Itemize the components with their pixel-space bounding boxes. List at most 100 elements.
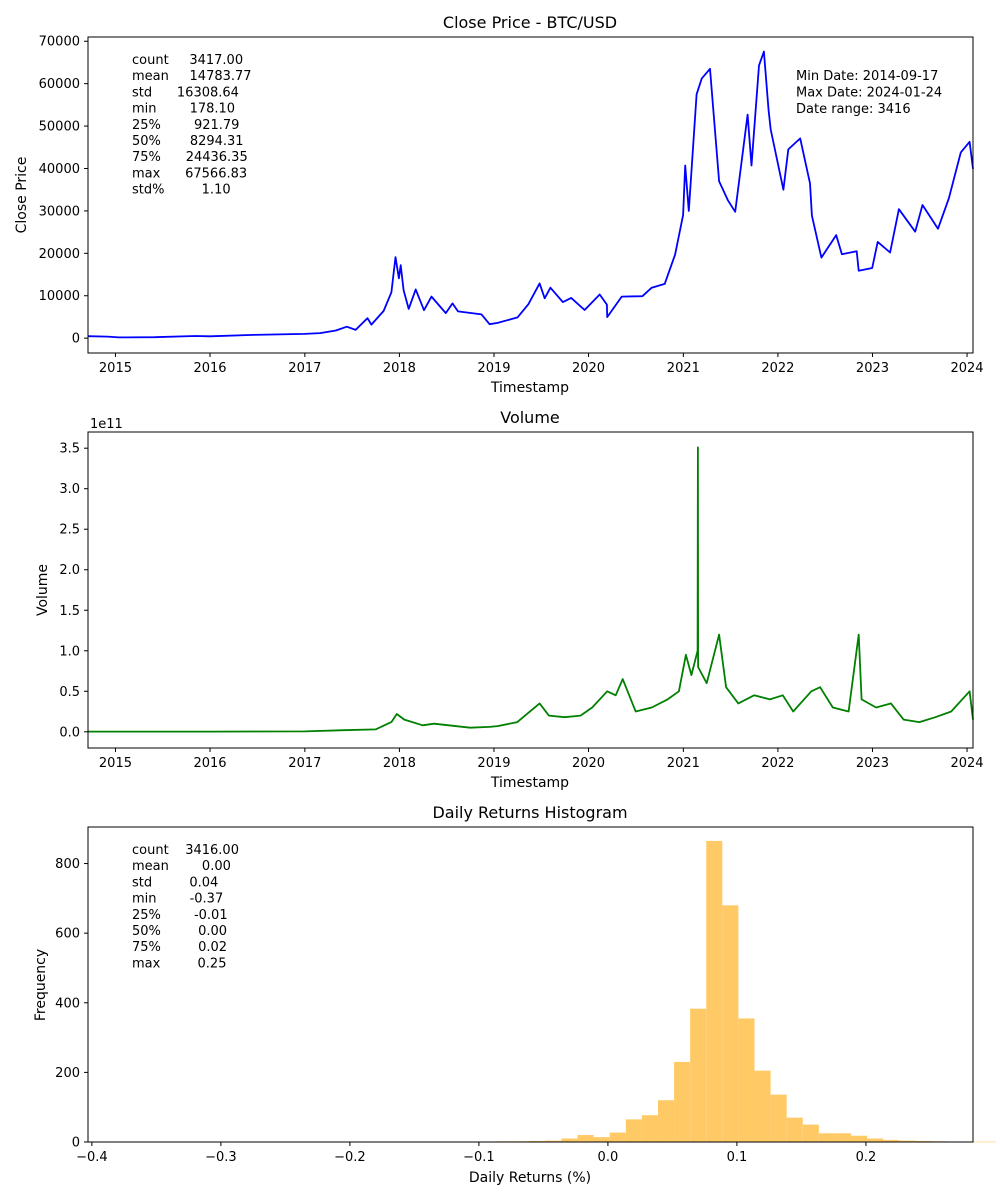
x-tick-label: 2024 <box>950 756 983 771</box>
y-scale-label: 1e11 <box>90 417 123 432</box>
volume-line-series <box>88 446 974 733</box>
x-axis-label: Timestamp <box>490 775 569 791</box>
histogram-bar <box>979 1141 996 1143</box>
x-tick-label: 2018 <box>383 756 416 771</box>
y-axis-label: Close Price <box>14 157 30 234</box>
stats-line: count 3416.00 <box>132 843 239 858</box>
x-tick-label: 0.2 <box>856 1150 877 1165</box>
y-tick-label: 50000 <box>39 120 80 135</box>
stats-line: 75% 0.02 <box>132 940 227 955</box>
y-tick-label: 2.5 <box>59 523 80 538</box>
x-tick-label: 2020 <box>572 361 605 376</box>
x-tick-label: 0.1 <box>727 1150 748 1165</box>
x-axis-ticks: 2015 2016 2017 2018 2019 2020 2021 2022 2023 2024 <box>99 748 984 771</box>
x-tick-label: 2016 <box>193 756 226 771</box>
annotation-line: Min Date: 2014-09-17 <box>796 69 938 84</box>
histogram-bar <box>738 1018 755 1142</box>
histogram-bar <box>754 1070 771 1142</box>
histogram-bar <box>883 1139 900 1142</box>
y-tick-label: 0 <box>72 332 80 347</box>
returns-histogram-chart: Daily Returns Histogram −0.4 −0.3 −0.2 −0.1… <box>33 803 996 1186</box>
date-annotation-block: Min Date: 2014-09-17 Max Date: 2024-01-24… <box>796 69 942 117</box>
stats-line: 50% 0.00 <box>132 924 227 939</box>
y-tick-label: 0 <box>72 1136 80 1151</box>
y-tick-label: 200 <box>55 1066 80 1081</box>
histogram-bar <box>722 905 739 1142</box>
x-axis-ticks: −0.4 −0.3 −0.2 −0.1 0.0 0.1 0.2 <box>76 1142 876 1165</box>
histogram-bar <box>802 1124 819 1142</box>
annotation-line: Date range: 3416 <box>796 102 911 117</box>
chart-title: Close Price - BTC/USD <box>443 13 617 32</box>
x-tick-label: 2023 <box>856 756 889 771</box>
chart-title: Daily Returns Histogram <box>432 803 627 822</box>
x-tick-label: −0.1 <box>463 1150 495 1165</box>
stats-line: std 0.04 <box>132 875 218 890</box>
y-tick-label: 20000 <box>39 247 80 262</box>
x-tick-label: 2015 <box>99 361 132 376</box>
y-tick-label: 10000 <box>39 289 80 304</box>
x-tick-label: −0.2 <box>334 1150 366 1165</box>
histogram-bar <box>915 1140 932 1142</box>
x-axis-label: Timestamp <box>490 380 569 396</box>
y-axis-ticks: 0 10000 20000 30000 40000 50000 60000 70000 <box>39 35 88 347</box>
series-line <box>88 446 974 733</box>
x-tick-label: −0.3 <box>205 1150 237 1165</box>
stats-line: std 16308.64 <box>132 85 239 100</box>
stats-line: count 3417.00 <box>132 53 243 68</box>
x-axis-ticks: 2015 2016 2017 2018 2019 2020 2021 2022 2023 2024 <box>99 353 984 376</box>
y-axis-ticks: 0 200 400 600 800 <box>55 857 88 1151</box>
histogram-bar <box>593 1137 610 1142</box>
x-tick-label: 2020 <box>572 756 605 771</box>
x-tick-label: 2017 <box>288 361 321 376</box>
histogram-bar <box>561 1138 578 1142</box>
annotation-line: Max Date: 2024-01-24 <box>796 86 942 101</box>
x-tick-label: 2016 <box>193 361 226 376</box>
stats-line: min 178.10 <box>132 102 235 117</box>
histogram-bar <box>577 1135 594 1142</box>
x-tick-label: 2024 <box>950 361 983 376</box>
y-tick-label: 800 <box>55 857 80 872</box>
chart-title: Volume <box>500 408 560 427</box>
histogram-bar <box>657 1100 675 1142</box>
plot-frame <box>87 431 974 749</box>
histogram-bar <box>706 840 723 1142</box>
histogram-bar <box>674 1061 691 1142</box>
y-tick-label: 70000 <box>39 35 80 50</box>
x-tick-label: 2017 <box>288 756 321 771</box>
series-line <box>87 50 974 339</box>
y-tick-label: 60000 <box>39 77 80 92</box>
histogram-bar <box>625 1119 642 1142</box>
histogram-bar <box>641 1115 658 1142</box>
x-tick-label: 2015 <box>99 756 132 771</box>
y-tick-label: 1.5 <box>59 604 80 619</box>
x-tick-label: 2018 <box>383 361 416 376</box>
y-axis-label: Frequency <box>33 949 49 1021</box>
price-line-series <box>87 50 974 339</box>
y-tick-label: 40000 <box>39 162 80 177</box>
stats-line: max 0.25 <box>132 956 226 971</box>
x-tick-label: 2019 <box>477 756 510 771</box>
stats-line: 75% 24436.35 <box>132 150 248 165</box>
y-tick-label: 0.5 <box>59 685 80 700</box>
y-tick-label: 30000 <box>39 204 80 219</box>
stats-line: 25% -0.01 <box>132 908 228 923</box>
histogram-bar <box>818 1133 835 1142</box>
histogram-bar <box>529 1140 546 1142</box>
y-tick-label: 2.0 <box>59 563 80 578</box>
volume-chart: Volume 1e11 2015 2016 2017 2018 2019 2020 2021… <box>35 408 984 791</box>
plot-frame <box>87 826 974 1143</box>
stats-line: max 67566.83 <box>132 166 247 181</box>
stats-line: std% 1.10 <box>132 183 231 198</box>
stats-line: 50% 8294.31 <box>132 134 244 149</box>
histogram-bar <box>899 1140 916 1142</box>
y-tick-label: 400 <box>55 996 80 1011</box>
x-tick-label: 0.0 <box>598 1150 619 1165</box>
histogram-bar <box>690 1008 707 1142</box>
stats-line: min -0.37 <box>132 892 223 907</box>
histogram-bar <box>545 1140 562 1142</box>
histogram-bar <box>609 1132 626 1142</box>
stats-line: 25% 921.79 <box>132 118 239 133</box>
histogram-bar <box>834 1133 852 1142</box>
